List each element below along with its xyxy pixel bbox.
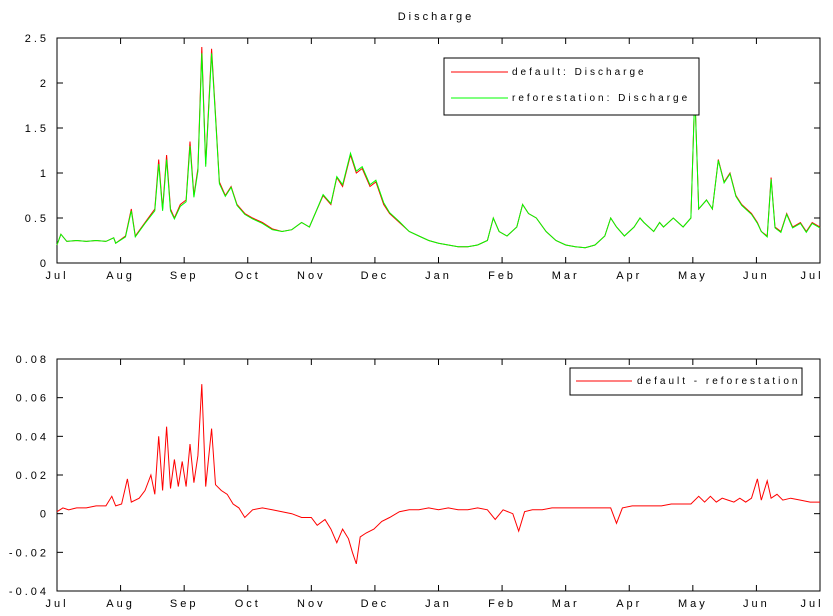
discharge-x-tick-label: Oct [235, 270, 261, 282]
discharge-legend-box [443, 57, 700, 116]
difference-x-tick-label: Jan [425, 598, 452, 610]
discharge-x-tick-label: Dec [361, 270, 390, 282]
difference-series-lines [56, 384, 820, 565]
discharge-y-tick-label: 0 [40, 258, 49, 270]
difference-x-tick-label: Apr [616, 598, 642, 610]
discharge-x-tick-label: Nov [297, 270, 326, 282]
discharge-x-tick-label: Jun [743, 270, 770, 282]
discharge-legend: default: Discharge reforestation: Discha… [443, 57, 700, 116]
discharge-chart-title: Discharge [398, 11, 475, 23]
difference-y-tick-label: -0.04 [9, 586, 49, 598]
discharge-y-tick-label: 2.5 [25, 33, 49, 45]
difference-y-tick-label: 0.06 [16, 393, 49, 405]
difference-series-line-0 [56, 384, 820, 565]
difference-y-tick-label: 0.08 [16, 354, 49, 366]
difference-legend: default - reforestation [569, 367, 803, 396]
difference-x-tick-label: Sep [170, 598, 199, 610]
discharge-x-tick-label: Jul [45, 270, 68, 282]
difference-x-tick-label: Dec [361, 598, 390, 610]
discharge-axes: Discharge 0 0.5 1 1.5 2 2.5 Jul Aug Sep Oct Nov De… [25, 11, 823, 282]
discharge-x-tick-label: May [678, 270, 708, 282]
legend-label-default-discharge: default: Discharge [512, 67, 647, 78]
difference-x-tick-label: Aug [106, 598, 135, 610]
difference-y-ticks: -0.04 -0.02 0 0.02 0.04 0.06 0.08 [9, 354, 820, 598]
discharge-x-tick-label: Aug [106, 270, 135, 282]
discharge-y-tick-label: 1.5 [25, 123, 49, 135]
difference-x-tick-label: Jul [800, 598, 823, 610]
difference-x-ticks: Jul Aug Sep Oct Nov Dec Jan Feb Mar Apr May Jun Jul [45, 359, 823, 610]
discharge-x-tick-label: Sep [170, 270, 199, 282]
difference-x-tick-label: Feb [488, 598, 516, 610]
discharge-y-tick-label: 2 [40, 78, 49, 90]
difference-x-tick-label: Jun [743, 598, 770, 610]
difference-x-tick-label: Mar [552, 598, 580, 610]
discharge-x-tick-label: Feb [488, 270, 516, 282]
difference-y-tick-label: 0.04 [16, 431, 49, 443]
discharge-series-lines [56, 46, 821, 249]
difference-x-tick-label: Nov [297, 598, 326, 610]
difference-legend-box [569, 367, 803, 396]
difference-y-tick-label: 0.02 [16, 470, 49, 482]
discharge-y-tick-label: 1 [40, 168, 49, 180]
difference-x-tick-label: Oct [235, 598, 261, 610]
legend-label-reforestation-discharge: reforestation: Discharge [512, 93, 690, 104]
discharge-x-tick-label: Mar [552, 270, 580, 282]
discharge-x-ticks: Jul Aug Sep Oct Nov Dec Jan Feb Mar Apr May Jun Jul [45, 38, 823, 282]
discharge-x-tick-label: Apr [616, 270, 642, 282]
difference-y-tick-label: 0 [40, 509, 49, 521]
discharge-series-line-1 [56, 53, 821, 249]
legend-label-default-minus-reforestation: default - reforestation [637, 376, 801, 387]
discharge-x-tick-label: Jan [425, 270, 452, 282]
discharge-x-tick-label: Jul [800, 270, 823, 282]
difference-axes: -0.04 -0.02 0 0.02 0.04 0.06 0.08 Jul Aug Sep Oct… [9, 354, 823, 610]
discharge-y-tick-label: 0.5 [25, 213, 49, 225]
discharge-plot-area [56, 37, 821, 264]
discharge-y-ticks: 0 0.5 1 1.5 2 2.5 [25, 33, 820, 270]
difference-x-tick-label: May [678, 598, 708, 610]
difference-x-tick-label: Jul [45, 598, 68, 610]
difference-y-tick-label: -0.02 [9, 547, 49, 559]
